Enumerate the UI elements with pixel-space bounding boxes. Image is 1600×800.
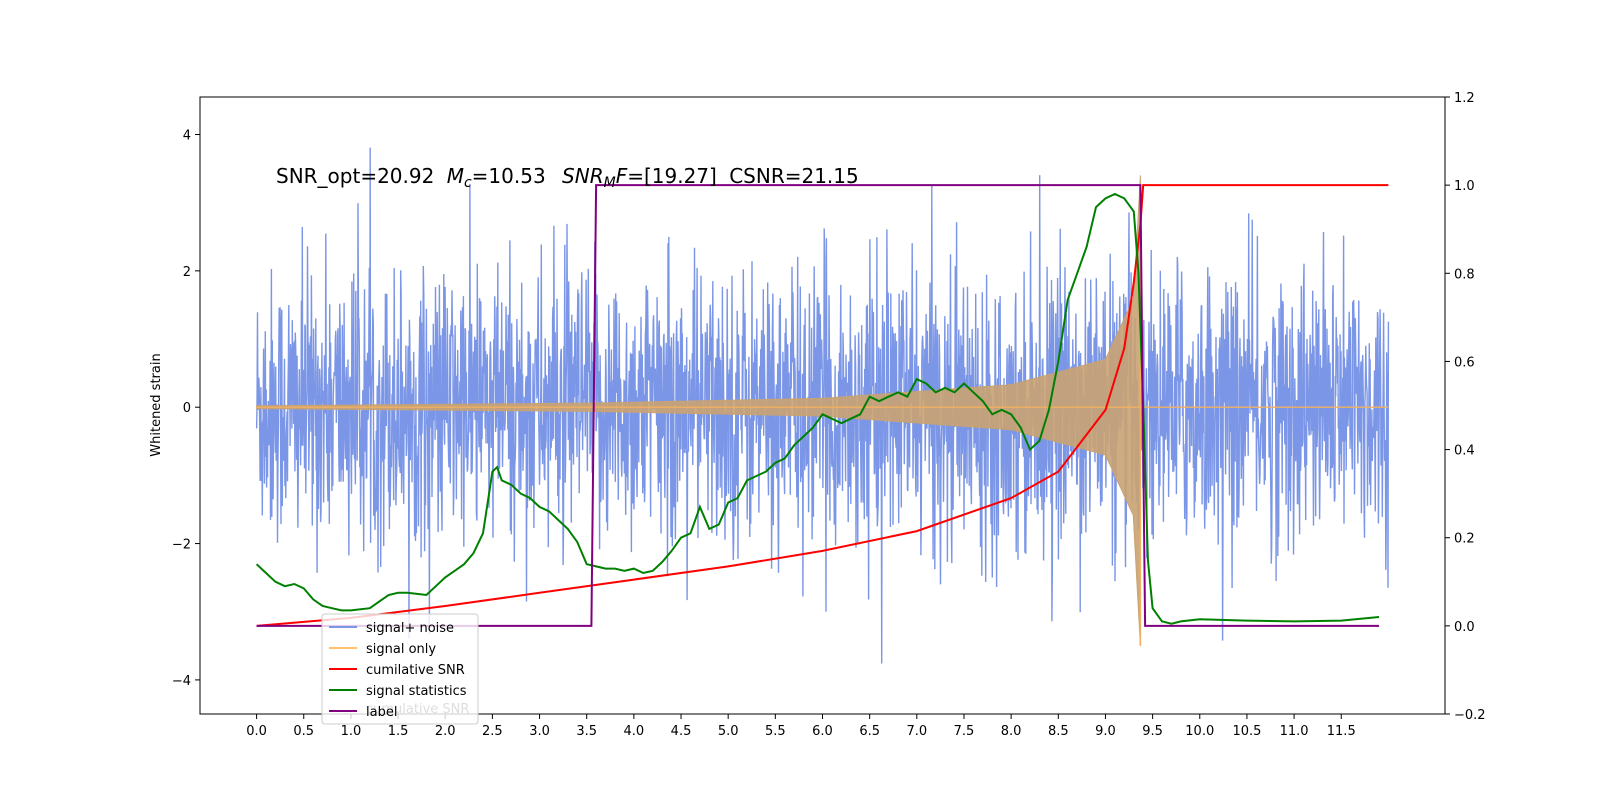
legend-ghost-label: cumulative SNR: [366, 702, 469, 717]
annotation-snr-sub: M: [604, 175, 616, 191]
y2-tick-label: −0.2: [1454, 708, 1486, 723]
y2-tick-label: 0.4: [1454, 444, 1475, 459]
series-signal-noise: [255, 147, 1390, 664]
y2-tick-label: 0.0: [1454, 620, 1475, 635]
y-tick-label: 2: [183, 265, 191, 280]
series-signal-statistics: [255, 192, 1380, 625]
annotation-snr-f: F: [616, 164, 628, 188]
legend-label: label: [366, 705, 397, 720]
legend: cumulative SNR signal+ noise signal only c…: [321, 613, 479, 725]
x-tick-label: 0.5: [293, 724, 314, 739]
y-tick-label: −2: [172, 538, 191, 553]
x-tick-label: 8.0: [1001, 724, 1022, 739]
y-axis-label: Whitened strain: [149, 353, 164, 456]
y-axis-right: −0.2 0.0 0.2 0.4 0.6 0.8 1.0 1.2: [1445, 91, 1486, 723]
x-tick-label: 6.5: [859, 724, 880, 739]
annotation-csnr: CSNR=21.15: [729, 164, 859, 188]
x-tick-label: 10.0: [1185, 724, 1214, 739]
annotation-mc-symbol: M: [447, 164, 464, 188]
x-axis: 0.0 0.5 1.0 1.5 2.0 2.5 3.0 3.5 4.0 4.5 5.0 5.5 6.0 6…: [246, 714, 1356, 739]
y2-tick-label: 0.6: [1454, 355, 1475, 370]
x-tick-label: 7.5: [954, 724, 975, 739]
legend-box: [321, 613, 479, 725]
x-tick-label: 11.5: [1327, 724, 1356, 739]
x-tick-label: 6.0: [812, 724, 833, 739]
y-axis-left: −4 −2 0 2 4: [172, 128, 200, 689]
legend-label: cumilative SNR: [366, 663, 465, 678]
annotation-snr-value: =[19.27]: [627, 164, 717, 188]
x-tick-label: 0.0: [246, 724, 267, 739]
series-label: [256, 184, 1379, 627]
x-tick-label: 1.0: [341, 724, 362, 739]
y2-tick-label: 1.2: [1454, 91, 1475, 106]
x-tick-label: 2.5: [482, 724, 503, 739]
y-tick-label: −4: [172, 674, 191, 689]
y-tick-label: 0: [183, 401, 191, 416]
x-tick-label: 8.5: [1048, 724, 1069, 739]
annotation-snr-opt: SNR_opt=20.92: [276, 164, 434, 188]
x-tick-label: 10.5: [1232, 724, 1261, 739]
x-tick-label: 3.5: [576, 724, 597, 739]
x-tick-label: 4.0: [624, 724, 645, 739]
annotation-mc-value: =10.53: [472, 164, 546, 188]
annotation-mc-sub: c: [464, 175, 472, 191]
x-tick-label: 5.0: [718, 724, 739, 739]
x-tick-label: 7.0: [906, 724, 927, 739]
x-tick-label: 9.5: [1142, 724, 1163, 739]
x-tick-label: 11.0: [1280, 724, 1309, 739]
x-tick-label: 2.0: [435, 724, 456, 739]
legend-label: signal+ noise: [366, 621, 454, 636]
y2-tick-label: 0.8: [1454, 267, 1475, 282]
x-tick-label: 3.0: [529, 724, 550, 739]
y-tick-label: 4: [183, 128, 191, 143]
legend-label: signal statistics: [366, 684, 467, 699]
y2-tick-label: 0.2: [1454, 532, 1475, 547]
annotation-snr-symbol: SNR: [562, 164, 604, 188]
legend-label: signal only: [366, 642, 436, 657]
x-tick-label: 4.5: [671, 724, 692, 739]
x-tick-label: 9.0: [1095, 724, 1116, 739]
x-tick-label: 1.5: [388, 724, 409, 739]
annotation-text: SNR_opt=20.92 Mc=10.53 SNRMF=[19.27] CSN…: [276, 164, 859, 191]
x-tick-label: 5.5: [765, 724, 786, 739]
y2-tick-label: 1.0: [1454, 179, 1475, 194]
series-layer: [255, 147, 1390, 664]
